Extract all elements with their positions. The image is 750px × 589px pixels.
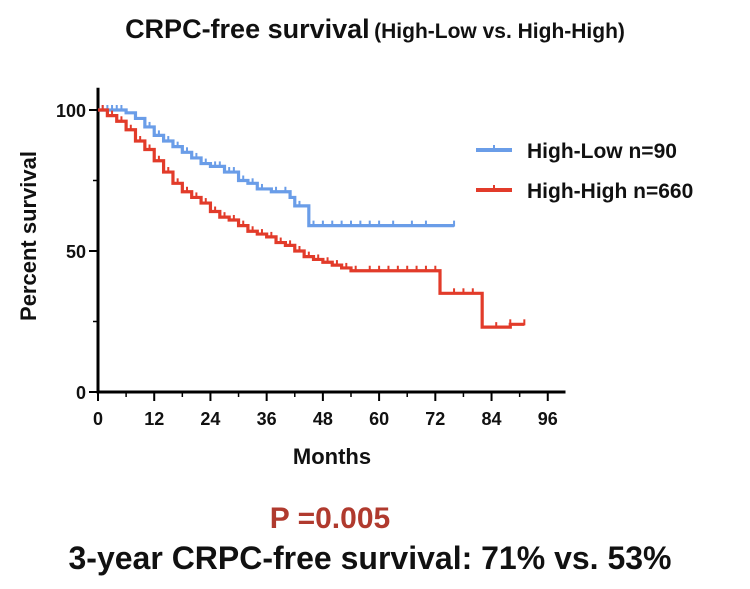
x-tick-label: 12 xyxy=(144,409,164,429)
x-tick-label: 72 xyxy=(425,409,445,429)
series-high-high xyxy=(98,105,526,329)
series-layer xyxy=(98,105,526,329)
survival-curve xyxy=(98,108,455,228)
x-tick-label: 96 xyxy=(538,409,558,429)
y-tick-label: 100 xyxy=(56,101,86,121)
x-axis-label: Months xyxy=(293,444,371,469)
x-tick-label: 24 xyxy=(200,409,220,429)
y-axis-label: Percent survival xyxy=(16,151,41,321)
y-tick-label: 50 xyxy=(66,242,86,262)
legend: High-Low n=90 High-High n=660 xyxy=(476,140,693,203)
p-value: P =0.005 xyxy=(269,502,391,535)
x-tick-label: 0 xyxy=(93,409,103,429)
legend-label: High-Low n=90 xyxy=(527,140,677,163)
legend-label: High-High n=660 xyxy=(527,180,693,203)
x-tick-label: 36 xyxy=(257,409,277,429)
survival-curve xyxy=(98,108,525,329)
axes: 0 12 24 36 48 60 72 84 96 0 50 100 xyxy=(56,87,566,429)
chart-title: CRPC-free survival xyxy=(125,14,370,44)
x-tick-label: 48 xyxy=(313,409,333,429)
survival-summary: 3-year CRPC-free survival: 71% vs. 53% xyxy=(68,540,672,576)
y-tick-label: 0 xyxy=(76,383,86,403)
chart-subtitle: (High-Low vs. High-High) xyxy=(374,20,625,43)
x-tick-label: 84 xyxy=(482,409,502,429)
series-high-low xyxy=(98,105,456,228)
x-tick-label: 60 xyxy=(369,409,389,429)
chart-title-block: CRPC-free survival (High-Low vs. High-Hi… xyxy=(0,14,750,45)
